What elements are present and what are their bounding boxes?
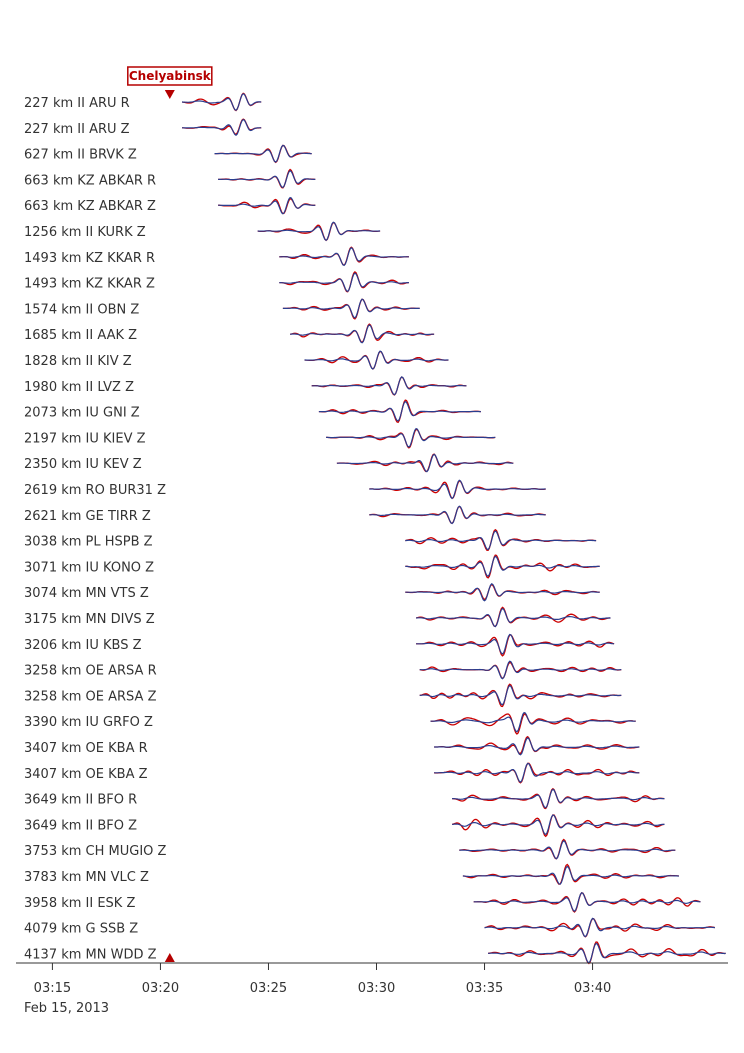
trace-secondary [484, 917, 715, 938]
trace-secondary [434, 737, 640, 756]
tick-label: 03:15 [34, 981, 71, 996]
event-triangle-down-icon [164, 90, 175, 99]
trace-secondary [181, 93, 262, 111]
trace-secondary [462, 865, 679, 885]
trace-primary [452, 787, 665, 810]
trace-secondary [326, 427, 496, 448]
station-label: 3407 km OE KBA R [24, 741, 148, 756]
station-label: 3390 km IU GRFO Z [24, 715, 153, 730]
event-marker: Chelyabinsk [127, 66, 213, 962]
station-label: 3783 km MN VLC Z [24, 870, 149, 885]
station-label: 3175 km MN DIVS Z [24, 612, 155, 627]
station-label: 2350 km IU KEV Z [24, 457, 142, 472]
trace-secondary [214, 144, 312, 163]
trace-primary [487, 941, 726, 965]
trace-secondary [369, 505, 546, 525]
trace-secondary [452, 814, 665, 836]
trace-secondary [182, 118, 262, 136]
station-label: 227 km II ARU R [24, 96, 130, 111]
trace-secondary [452, 788, 665, 809]
event-triangle-up-icon [164, 953, 175, 962]
trace-secondary [419, 684, 622, 706]
trace-primary [218, 168, 316, 189]
trace-secondary [473, 891, 701, 912]
station-label: 663 km KZ ABKAR Z [24, 199, 156, 214]
station-label: 1574 km II OBN Z [24, 302, 139, 317]
station-label: 3074 km MN VTS Z [24, 586, 149, 601]
trace-secondary [369, 479, 546, 500]
station-label: 3258 km OE ARSA R [24, 664, 157, 679]
trace-secondary [434, 762, 640, 783]
station-label: 2073 km IU GNI Z [24, 406, 140, 421]
station-label: 3753 km CH MUGIO Z [24, 844, 167, 859]
station-label: 3038 km PL HSPB Z [24, 535, 153, 550]
trace-secondary [218, 170, 316, 189]
station-label: 2621 km GE TIRR Z [24, 509, 151, 524]
station-label: 3206 km IU KBS Z [24, 638, 142, 653]
trace-secondary [416, 633, 615, 655]
station-label: 1493 km KZ KKAR Z [24, 277, 155, 292]
station-label: 3258 km OE ARSA Z [24, 689, 157, 704]
station-label: 3649 km II BFO Z [24, 818, 137, 833]
trace-secondary [459, 839, 676, 860]
trace-secondary [279, 272, 409, 293]
trace-primary [181, 118, 262, 135]
trace-secondary [257, 221, 381, 242]
trace-secondary [304, 350, 449, 370]
station-label: 663 km KZ ABKAR R [24, 173, 156, 188]
tick-label: 03:40 [574, 981, 611, 996]
date-label: Feb 15, 2013 [24, 1001, 109, 1016]
station-label: 3958 km II ESK Z [24, 896, 135, 911]
trace-secondary [290, 324, 435, 344]
station-label: 4137 km MN WDD Z [24, 947, 157, 962]
trace-group [181, 92, 726, 965]
trace-secondary [416, 607, 611, 628]
trace-secondary [430, 711, 636, 733]
time-axis: 03:15 03:20 03:25 03:30 03:35 03:40 Feb 15, 2… [16, 962, 728, 1016]
tick-label: 03:35 [466, 981, 503, 996]
station-label: 1980 km II LVZ Z [24, 380, 134, 395]
trace-secondary [279, 247, 409, 267]
trace-secondary [419, 660, 622, 680]
station-label: 4079 km G SSB Z [24, 922, 138, 937]
trace-secondary [282, 298, 420, 319]
station-label: 3407 km OE KBA Z [24, 767, 148, 782]
trace-primary [415, 606, 611, 628]
station-label: 2197 km IU KIEV Z [24, 431, 146, 446]
station-label-group: 227 km II ARU R 227 km II ARU Z 627 km II … [24, 96, 167, 962]
station-label: 2619 km RO BUR31 Z [24, 483, 166, 498]
trace-secondary [218, 196, 316, 215]
trace-secondary [336, 453, 514, 473]
trace-secondary [311, 376, 467, 396]
station-label: 1685 km II AAK Z [24, 328, 137, 343]
station-label: 1256 km II KURK Z [24, 225, 146, 240]
trace-secondary [488, 942, 726, 964]
event-label-box [127, 66, 213, 86]
trace-secondary [318, 400, 481, 422]
tick-label: 03:20 [142, 981, 179, 996]
station-label: 3071 km IU KONO Z [24, 560, 154, 575]
tick-label: 03:30 [358, 981, 395, 996]
station-label: 3649 km II BFO R [24, 793, 137, 808]
station-label: 1493 km KZ KKAR R [24, 251, 155, 266]
trace-primary [416, 634, 615, 657]
event-label: Chelyabinsk [129, 69, 212, 83]
station-label: 227 km II ARU Z [24, 122, 130, 137]
trace-secondary [405, 530, 597, 551]
trace-secondary [405, 555, 600, 577]
tick-group: 03:15 03:20 03:25 03:30 03:35 03:40 [34, 963, 611, 996]
station-label: 627 km II BRVK Z [24, 148, 137, 163]
tick-label: 03:25 [250, 981, 287, 996]
trace-secondary [405, 583, 600, 602]
station-label: 1828 km II KIV Z [24, 354, 132, 369]
